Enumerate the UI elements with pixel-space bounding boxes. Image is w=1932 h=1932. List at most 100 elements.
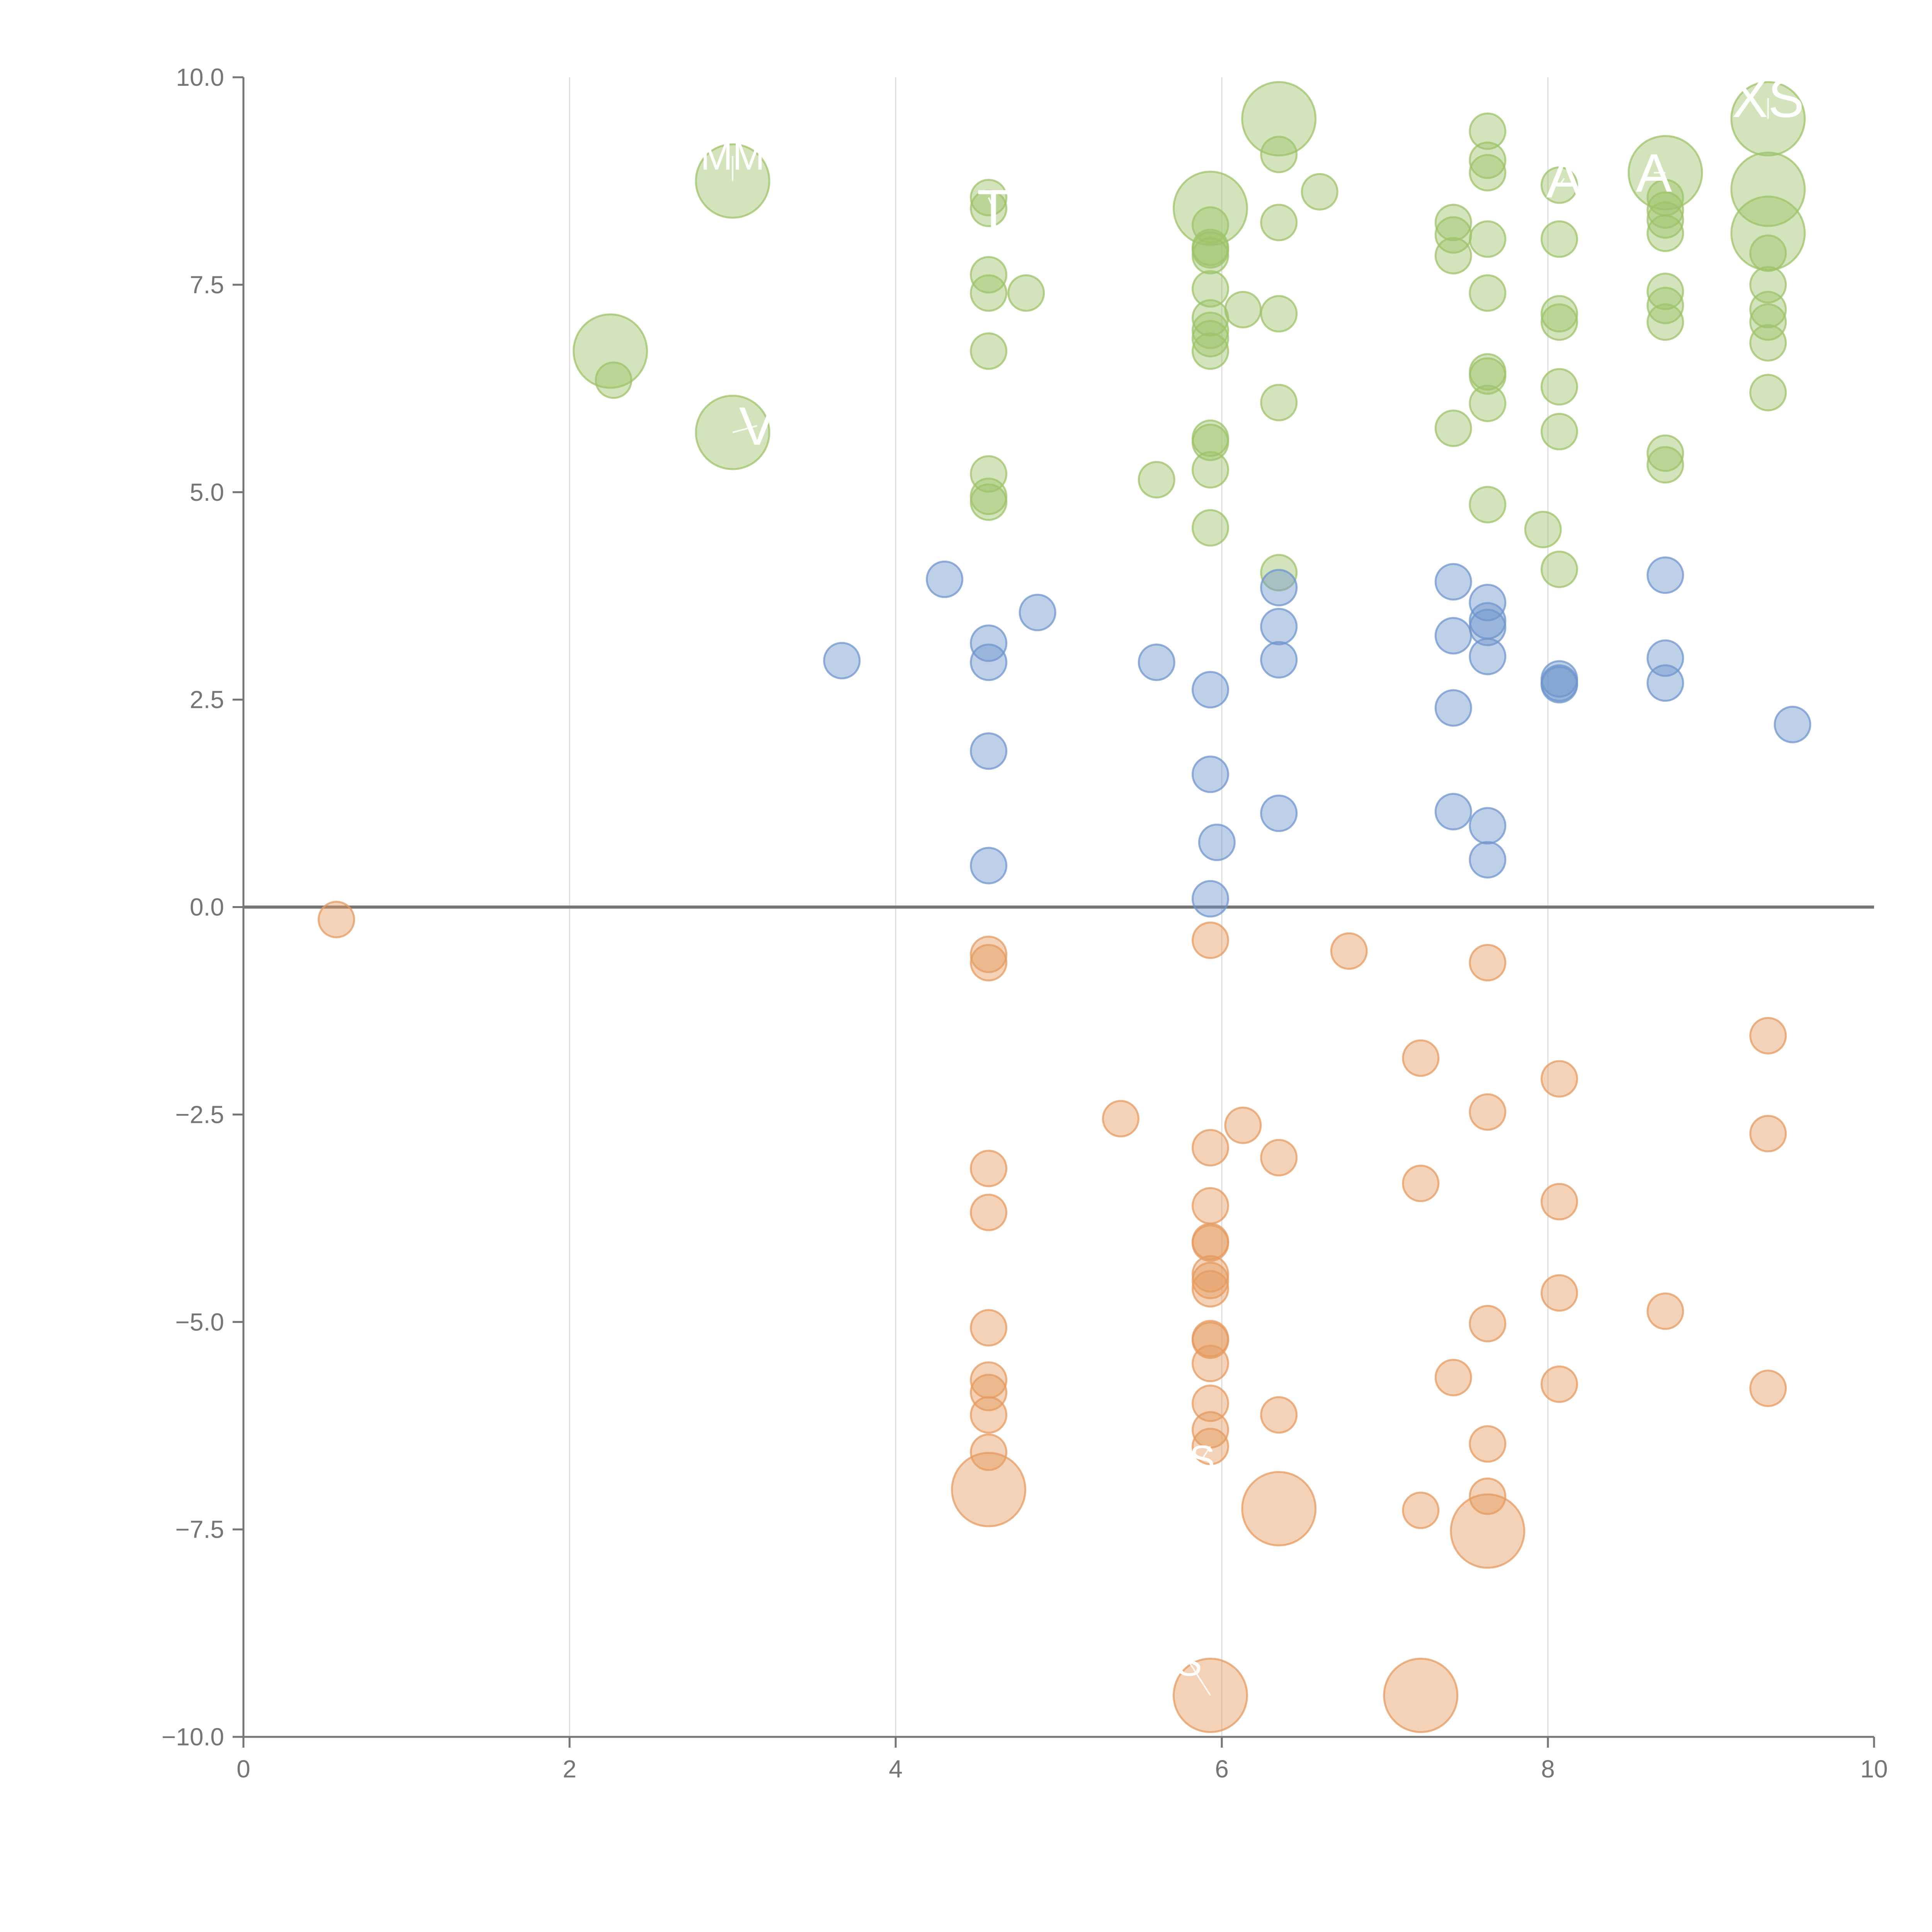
data-point-negative: [1260, 1139, 1298, 1177]
data-point-positive-high: [1541, 550, 1578, 588]
y-tick-label: 7.5: [190, 271, 224, 299]
data-point-positive-high: [1301, 173, 1338, 211]
x-tick-label: 8: [1541, 1755, 1555, 1783]
data-point-positive-high: [1260, 204, 1298, 242]
data-point-negative: [1450, 1493, 1526, 1569]
data-point-positive-low: [1260, 794, 1298, 832]
data-point-negative: [1191, 921, 1229, 959]
data-point-positive-high: [1541, 295, 1578, 333]
data-point-negative: [1749, 1369, 1787, 1407]
data-point-positive-high: [1191, 270, 1229, 308]
data-point-negative: [1434, 1359, 1472, 1396]
data-point-negative: [1469, 1305, 1507, 1343]
data-point-positive-high: [573, 313, 648, 389]
data-point-positive-high: [1749, 374, 1787, 412]
data-point-negative: [1469, 1477, 1507, 1515]
data-point-positive-high: [1646, 434, 1684, 472]
data-points: [318, 81, 1811, 1733]
annotation-label: T: [977, 178, 1010, 239]
data-point-negative: [970, 1309, 1008, 1347]
data-point-negative: [1541, 1183, 1578, 1221]
data-point-positive-low: [1434, 617, 1472, 655]
y-tick-label: −5.0: [175, 1308, 224, 1336]
data-point-negative: [1402, 1165, 1440, 1202]
data-point-positive-high: [1191, 231, 1229, 269]
x-tick-label: 6: [1215, 1755, 1229, 1783]
data-point-positive-high: [1138, 461, 1175, 499]
data-point-positive-high: [1260, 136, 1298, 173]
x-tick-label: 4: [889, 1755, 903, 1783]
data-point-negative: [1191, 1270, 1229, 1308]
data-point-positive-high: [1260, 295, 1298, 333]
annotation-leader-line: [732, 425, 757, 434]
data-point-negative: [1646, 1292, 1684, 1330]
data-point-positive-high: [1469, 274, 1507, 312]
annotation-label: A: [1636, 143, 1672, 203]
annotation-label: A: [1546, 148, 1583, 209]
data-point-positive-high: [1469, 112, 1507, 150]
data-point-positive-high: [1434, 237, 1472, 275]
data-point-positive-low: [1469, 609, 1507, 646]
y-tick-label: 2.5: [190, 686, 224, 714]
data-point-positive-high: [1434, 204, 1472, 242]
bubble-annotations: XS AA T V MM S S: [701, 68, 1804, 1696]
data-point-positive-high: [970, 483, 1008, 521]
y-tick-label: −7.5: [175, 1515, 224, 1543]
data-point-negative: [1191, 1187, 1229, 1225]
tick-marks-and-labels: 0 2 4 6 8 10 10.0 7.5 5.0 2.5 0.0 −2.5 −5.0 −7.5 −10.0: [162, 63, 1888, 1783]
data-point-positive-high: [1646, 201, 1684, 239]
data-point-positive-high: [1749, 291, 1787, 328]
data-point-positive-high: [1541, 220, 1578, 258]
data-point-positive-high: [1469, 384, 1507, 422]
data-point-negative: [1541, 1274, 1578, 1312]
data-point-positive-low: [1646, 664, 1684, 702]
data-point-positive-high: [1646, 287, 1684, 325]
annotation-leader-line: [1201, 1446, 1211, 1459]
data-point-positive-high: [1646, 446, 1684, 484]
data-point-positive-high: [1191, 311, 1229, 349]
data-point-positive-high: [1469, 220, 1507, 258]
data-point-positive-low: [823, 642, 861, 680]
data-point-positive-high: [1007, 274, 1045, 312]
data-point-positive-high: [1749, 234, 1787, 272]
data-point-positive-low: [1138, 643, 1175, 681]
data-point-positive-high: [1241, 81, 1317, 156]
data-point-positive-low: [1019, 594, 1056, 631]
data-point-positive-high: [1191, 509, 1229, 547]
data-point-negative: [1224, 1106, 1262, 1144]
data-point-positive-low: [1198, 823, 1236, 861]
data-point-positive-low: [1191, 755, 1229, 793]
data-point-negative: [1469, 944, 1507, 981]
data-point-positive-high: [1646, 214, 1684, 252]
annotation-leader-line: [988, 197, 995, 209]
data-point-positive-high: [970, 274, 1008, 312]
y-tick-label: −10.0: [162, 1723, 224, 1751]
x-tick-label: 10: [1860, 1755, 1888, 1783]
annotation-leader-line: [1188, 1662, 1211, 1696]
data-point-negative: [1469, 1425, 1507, 1463]
data-point-positive-low: [1469, 841, 1507, 879]
data-point-negative: [970, 1150, 1008, 1187]
data-point-positive-high: [1191, 451, 1229, 489]
data-point-negative: [1102, 1100, 1139, 1138]
data-point-positive-low: [1191, 671, 1229, 709]
data-point-positive-low: [1434, 563, 1472, 601]
data-point-positive-high: [1434, 409, 1472, 447]
data-point-negative: [1749, 1017, 1787, 1054]
data-point-positive-low: [970, 643, 1008, 681]
data-point-positive-low: [1434, 793, 1472, 831]
data-point-negative: [970, 1374, 1008, 1412]
data-point-positive-high: [970, 189, 1008, 227]
data-point-positive-high: [1260, 384, 1298, 422]
data-point-negative: [1330, 932, 1368, 970]
data-point-positive-low: [970, 624, 1008, 662]
data-point-negative: [1191, 1224, 1229, 1262]
data-point-negative: [951, 1452, 1027, 1527]
data-point-negative: [1260, 1396, 1298, 1434]
data-point-negative: [970, 944, 1008, 981]
data-point-negative: [1383, 1658, 1459, 1733]
annotation-label: V: [739, 396, 775, 456]
data-point-positive-low: [1191, 880, 1229, 918]
axes: [242, 77, 1874, 1738]
